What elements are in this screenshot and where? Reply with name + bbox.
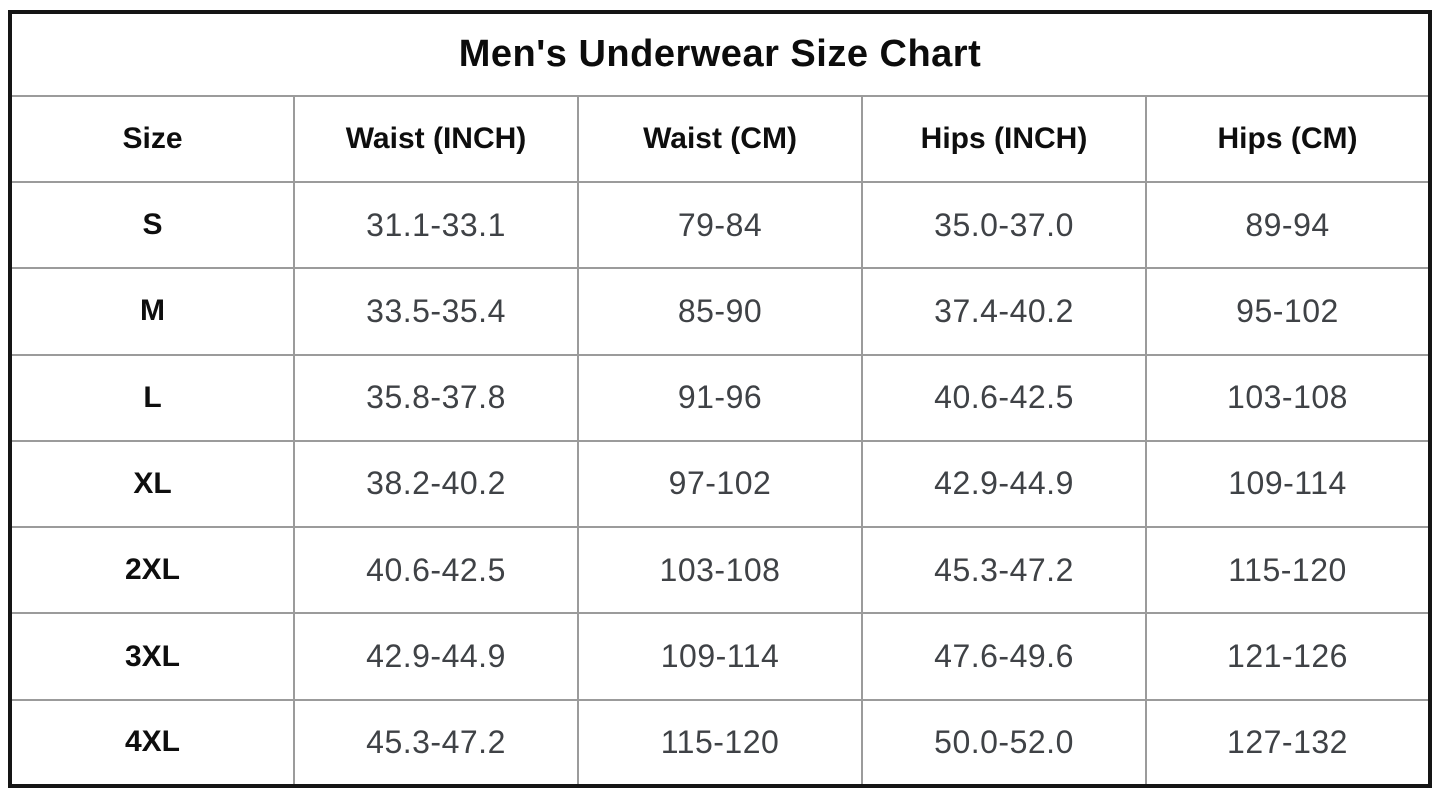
table-body: S 31.1-33.1 79-84 35.0-37.0 89-94 M 33.5-35.4 8… (9, 180, 1431, 788)
size-chart-table: Men's Underwear Size Chart Size Waist (IN… (8, 10, 1432, 788)
measurement-value: 37.4-40.2 (861, 267, 1147, 356)
size-label: 4XL (9, 698, 295, 788)
header-row: Size Waist (INCH) Waist (CM) Hips (INCH) Hip… (9, 95, 1431, 183)
table-row: S 31.1-33.1 79-84 35.0-37.0 89-94 (9, 180, 1431, 270)
measurement-value: 103-108 (577, 526, 863, 615)
measurement-value: 121-126 (1145, 612, 1431, 701)
size-label: 3XL (9, 612, 295, 701)
size-label: 2XL (9, 526, 295, 615)
measurement-value: 127-132 (1145, 698, 1431, 788)
measurement-value: 42.9-44.9 (293, 612, 579, 701)
measurement-value: 47.6-49.6 (861, 612, 1147, 701)
column-header-hips-inch: Hips (INCH) (861, 95, 1147, 183)
column-header-size: Size (9, 95, 295, 183)
measurement-value: 40.6-42.5 (861, 353, 1147, 442)
measurement-value: 95-102 (1145, 267, 1431, 356)
measurement-value: 45.3-47.2 (293, 698, 579, 788)
table-row: 2XL 40.6-42.5 103-108 45.3-47.2 115-120 (9, 526, 1431, 615)
measurement-value: 40.6-42.5 (293, 526, 579, 615)
size-label: S (9, 180, 295, 270)
measurement-value: 89-94 (1145, 180, 1431, 270)
table-row: XL 38.2-40.2 97-102 42.9-44.9 109-114 (9, 439, 1431, 529)
size-label: XL (9, 439, 295, 529)
measurement-value: 85-90 (577, 267, 863, 356)
measurement-value: 45.3-47.2 (861, 526, 1147, 615)
column-header-hips-cm: Hips (CM) (1145, 95, 1431, 183)
measurement-value: 50.0-52.0 (861, 698, 1147, 788)
title-row: Men's Underwear Size Chart (9, 11, 1431, 97)
table-row: M 33.5-35.4 85-90 37.4-40.2 95-102 (9, 267, 1431, 356)
table-row: L 35.8-37.8 91-96 40.6-42.5 103-108 (9, 353, 1431, 442)
size-label: L (9, 353, 295, 442)
measurement-value: 109-114 (577, 612, 863, 701)
column-header-waist-inch: Waist (INCH) (293, 95, 579, 183)
measurement-value: 97-102 (577, 439, 863, 529)
measurement-value: 42.9-44.9 (861, 439, 1147, 529)
column-header-waist-cm: Waist (CM) (577, 95, 863, 183)
measurement-value: 115-120 (577, 698, 863, 788)
measurement-value: 79-84 (577, 180, 863, 270)
chart-title: Men's Underwear Size Chart (9, 11, 1431, 97)
measurement-value: 91-96 (577, 353, 863, 442)
table-row: 3XL 42.9-44.9 109-114 47.6-49.6 121-126 (9, 612, 1431, 701)
size-label: M (9, 267, 295, 356)
measurement-value: 35.8-37.8 (293, 353, 579, 442)
measurement-value: 38.2-40.2 (293, 439, 579, 529)
measurement-value: 115-120 (1145, 526, 1431, 615)
table-row: 4XL 45.3-47.2 115-120 50.0-52.0 127-132 (9, 698, 1431, 788)
measurement-value: 31.1-33.1 (293, 180, 579, 270)
measurement-value: 109-114 (1145, 439, 1431, 529)
measurement-value: 35.0-37.0 (861, 180, 1147, 270)
measurement-value: 103-108 (1145, 353, 1431, 442)
measurement-value: 33.5-35.4 (293, 267, 579, 356)
